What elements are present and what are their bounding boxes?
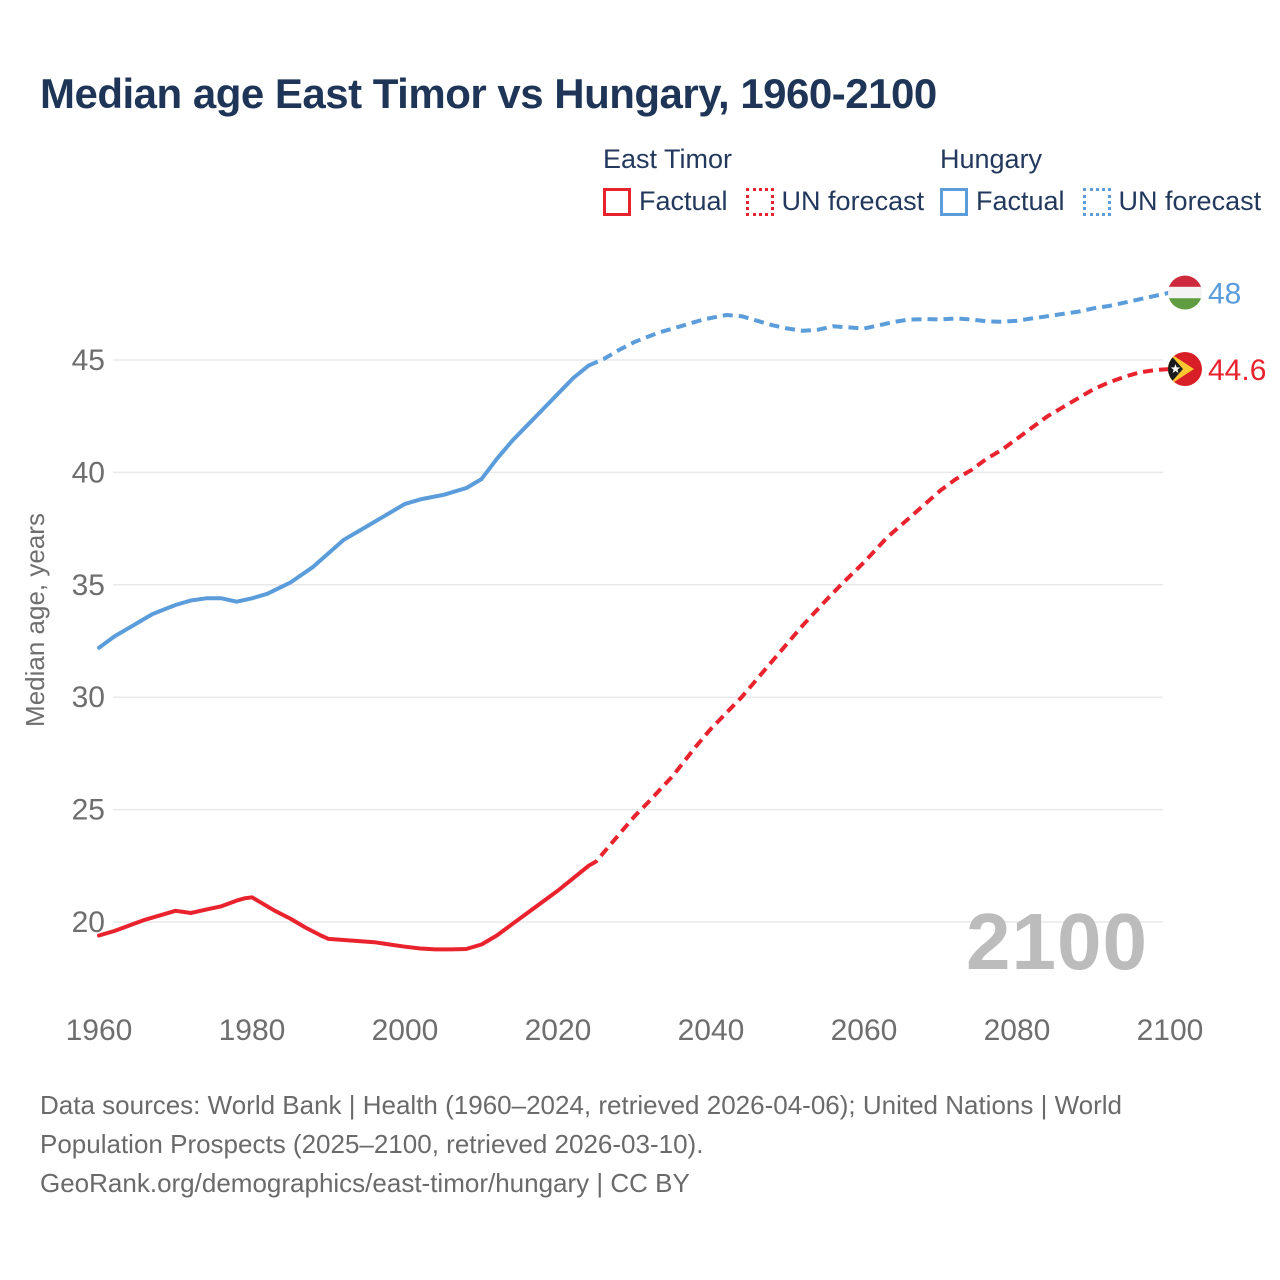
y-tick-label-25: 25 <box>72 794 105 827</box>
hungary-flag-icon-part <box>1168 286 1202 299</box>
footer-sources: Data sources: World Bank | Health (1960–… <box>40 1086 1240 1203</box>
east-timor-factual-label: Factual <box>639 186 728 216</box>
series-line-hungary-factual <box>97 363 591 650</box>
legend-east-timor-header: East Timor <box>603 144 733 174</box>
footer-line-1: Data sources: World Bank | Health (1960–… <box>40 1090 1123 1120</box>
x-tick-label-2000: 2000 <box>372 1014 439 1047</box>
y-tick-label-30: 30 <box>72 681 105 714</box>
x-tick-label-2060: 2060 <box>831 1014 898 1047</box>
hungary-flag-icon-part <box>1168 298 1202 310</box>
legend-hungary-row: Factual UN forecast <box>940 186 1261 217</box>
footer-line-3: GeoRank.org/demographics/east-timor/hung… <box>40 1168 690 1198</box>
x-tick-label-2040: 2040 <box>678 1014 745 1047</box>
y-tick-label-45: 45 <box>72 344 105 377</box>
x-tick-label-1960: 1960 <box>66 1014 133 1047</box>
legend-east-timor-row: Factual UN forecast <box>603 186 924 217</box>
series-line-east-timor-forecast <box>587 367 1171 868</box>
legend-hungary-header: Hungary <box>940 144 1043 174</box>
watermark-year: 2100 <box>966 897 1148 986</box>
x-tick-label-1980: 1980 <box>219 1014 286 1047</box>
legend-hungary: Hungary Factual UN forecast <box>940 144 1261 217</box>
legend-east-timor: East Timor Factual UN forecast <box>603 144 924 217</box>
east-timor-forecast-label: UN forecast <box>781 186 925 216</box>
y-axis-title: Median age, years <box>20 513 50 727</box>
x-tick-label-2020: 2020 <box>525 1014 592 1047</box>
end-value-label-hungary: 48 <box>1208 278 1241 311</box>
hungary-factual-label: Factual <box>976 186 1065 216</box>
hungary-factual-swatch-icon <box>940 187 968 216</box>
x-tick-label-2080: 2080 <box>984 1014 1051 1047</box>
x-tick-label-2100: 2100 <box>1137 1014 1204 1047</box>
hungary-flag-icon-part <box>1168 275 1202 287</box>
east-timor-flag-icon <box>1168 351 1202 386</box>
east-timor-flag-icon-part <box>1170 363 1181 374</box>
hungary-forecast-swatch-icon <box>1082 187 1111 216</box>
footer-line-2: Population Prospects (2025–2100, retriev… <box>40 1129 704 1159</box>
east-timor-factual-swatch-icon <box>603 187 631 216</box>
east-timor-forecast-swatch-icon <box>745 187 774 216</box>
series-line-east-timor-factual <box>97 863 591 952</box>
series-line-hungary-forecast <box>587 290 1171 368</box>
page-title: Median age East Timor vs Hungary, 1960-2… <box>40 70 937 117</box>
y-tick-label-40: 40 <box>72 456 105 489</box>
hungary-forecast-label: UN forecast <box>1118 186 1262 216</box>
end-value-label-east-timor: 44.6 <box>1208 354 1266 387</box>
hungary-flag-icon <box>1168 275 1202 310</box>
y-tick-label-35: 35 <box>72 569 105 602</box>
